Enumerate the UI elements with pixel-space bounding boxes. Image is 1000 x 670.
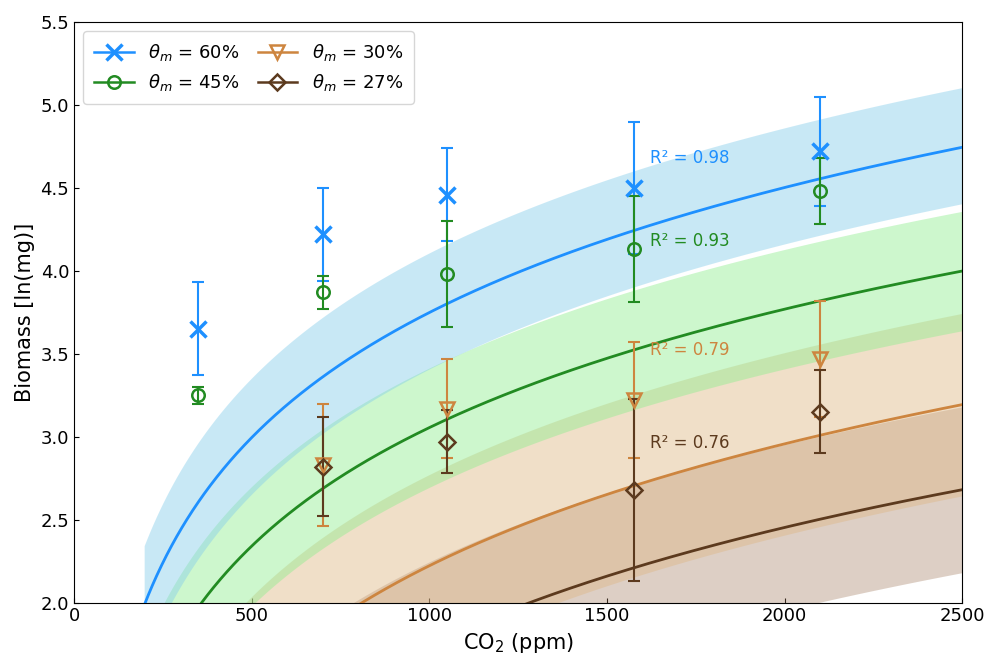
Legend: $\theta_m$ = 60%, $\theta_m$ = 45%, $\theta_m$ = 30%, $\theta_m$ = 27%: $\theta_m$ = 60%, $\theta_m$ = 45%, $\th… [83, 31, 414, 104]
Text: R² = 0.79: R² = 0.79 [650, 342, 729, 359]
X-axis label: CO$_2$ (ppm): CO$_2$ (ppm) [463, 631, 574, 655]
Text: R² = 0.76: R² = 0.76 [650, 434, 729, 452]
Y-axis label: Biomass [ln(mg)]: Biomass [ln(mg)] [15, 222, 35, 402]
Text: R² = 0.93: R² = 0.93 [650, 232, 729, 250]
Text: R² = 0.98: R² = 0.98 [650, 149, 729, 167]
